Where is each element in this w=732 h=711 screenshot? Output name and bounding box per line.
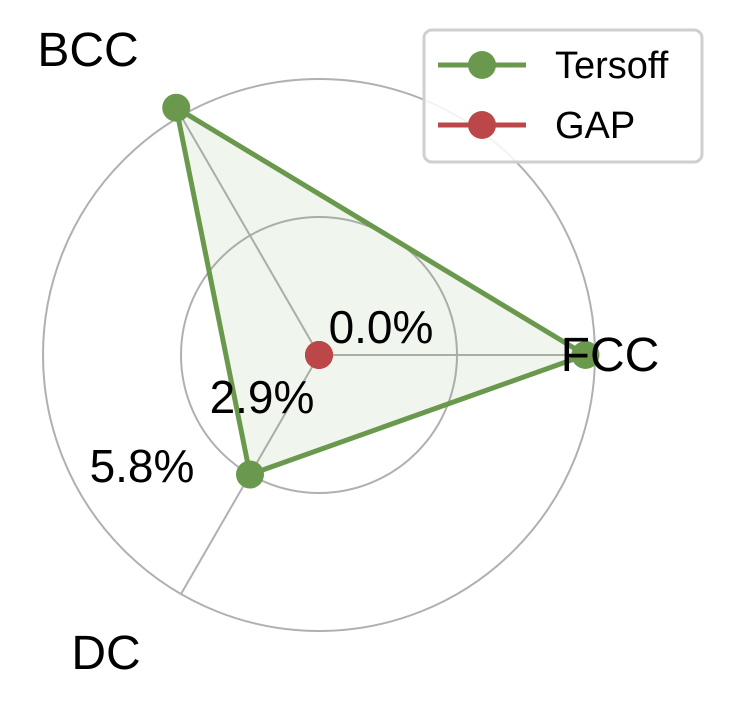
legend-gap-label: GAP [555, 105, 635, 147]
radial-tick-label: 5.8% [90, 440, 195, 492]
series-layer [162, 93, 600, 489]
legend-gap-marker [468, 111, 496, 139]
radial-tick-label: 0.0% [329, 301, 434, 353]
axis-spoke [180, 115, 320, 356]
legend-tersoff-label: Tersoff [555, 45, 669, 87]
data-point-tersoff [162, 93, 191, 122]
legend-tersoff-marker [468, 51, 496, 79]
data-point-tersoff [571, 341, 600, 369]
data-point-gap [305, 341, 333, 369]
label-layer: FCC BCC DC 0.0% 2.9% 5.8% [37, 24, 659, 680]
category-label: FCC [561, 329, 660, 382]
category-label: BCC [37, 24, 138, 77]
radial-tick-label: 2.9% [210, 371, 315, 423]
data-point-tersoff [236, 460, 264, 489]
series-fill-tersoff [176, 107, 586, 475]
series-line-tersoff [173, 105, 588, 477]
category-label: DC [71, 627, 140, 680]
legend: Tersoff GAP [422, 28, 704, 164]
